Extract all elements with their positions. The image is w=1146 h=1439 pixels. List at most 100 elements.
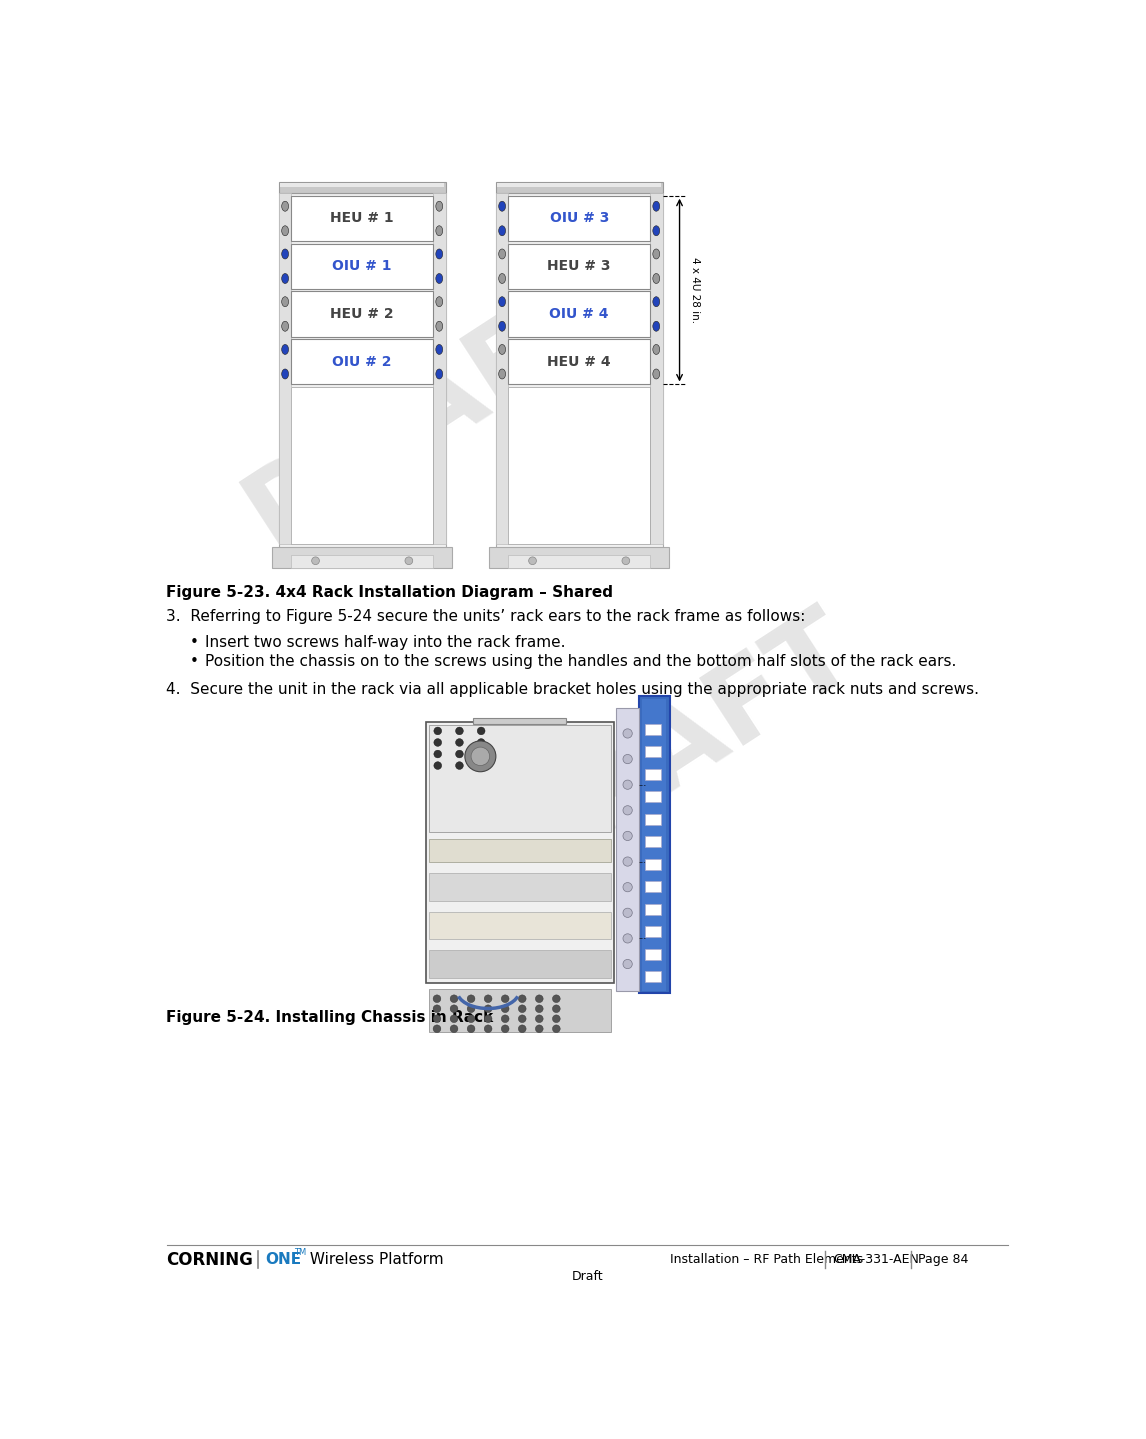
- Bar: [496, 181, 662, 193]
- Circle shape: [485, 1025, 492, 1033]
- Ellipse shape: [499, 226, 505, 236]
- Bar: [430, 725, 611, 832]
- Text: Insert two screws half-way into the rack frame.: Insert two screws half-way into the rack…: [205, 635, 566, 649]
- Circle shape: [434, 750, 441, 758]
- Ellipse shape: [435, 201, 442, 212]
- Text: HEU # 2: HEU # 2: [330, 307, 394, 321]
- Circle shape: [477, 727, 485, 735]
- Ellipse shape: [653, 321, 660, 331]
- Circle shape: [535, 1014, 543, 1023]
- Circle shape: [434, 738, 441, 747]
- Bar: [509, 340, 650, 384]
- Bar: [278, 193, 291, 544]
- Bar: [645, 836, 661, 848]
- Bar: [509, 554, 650, 568]
- Bar: [278, 193, 446, 567]
- Bar: [645, 904, 661, 915]
- Circle shape: [456, 738, 463, 747]
- Circle shape: [623, 728, 633, 738]
- Circle shape: [623, 960, 633, 968]
- Circle shape: [477, 750, 485, 758]
- Bar: [645, 927, 661, 937]
- Circle shape: [468, 994, 474, 1003]
- Circle shape: [450, 994, 458, 1003]
- Circle shape: [622, 557, 629, 564]
- Bar: [278, 181, 446, 193]
- Bar: [430, 839, 611, 862]
- Circle shape: [485, 1004, 492, 1013]
- Bar: [291, 387, 433, 544]
- Bar: [509, 387, 650, 544]
- Circle shape: [528, 557, 536, 564]
- Circle shape: [465, 741, 496, 771]
- Text: HEU # 4: HEU # 4: [548, 355, 611, 368]
- Ellipse shape: [435, 226, 442, 236]
- Bar: [291, 291, 433, 337]
- Circle shape: [450, 1025, 458, 1033]
- Ellipse shape: [435, 344, 442, 354]
- Circle shape: [501, 994, 509, 1003]
- Ellipse shape: [499, 344, 505, 354]
- Ellipse shape: [499, 249, 505, 259]
- Ellipse shape: [435, 296, 442, 307]
- Bar: [645, 768, 661, 780]
- Circle shape: [450, 1014, 458, 1023]
- Circle shape: [518, 1025, 526, 1033]
- Circle shape: [456, 750, 463, 758]
- Text: OIU # 1: OIU # 1: [332, 259, 392, 273]
- Text: •: •: [190, 653, 198, 669]
- Circle shape: [623, 908, 633, 918]
- Ellipse shape: [653, 296, 660, 307]
- Text: HEU # 3: HEU # 3: [548, 259, 611, 273]
- Bar: [509, 196, 650, 242]
- Bar: [430, 912, 611, 940]
- Circle shape: [485, 1014, 492, 1023]
- Bar: [617, 708, 639, 991]
- Bar: [281, 183, 444, 187]
- Bar: [645, 814, 661, 825]
- Text: ONE: ONE: [266, 1252, 301, 1268]
- Bar: [509, 291, 650, 337]
- Text: DRAFT: DRAFT: [466, 591, 873, 908]
- Ellipse shape: [435, 368, 442, 378]
- Circle shape: [501, 1014, 509, 1023]
- Circle shape: [485, 994, 492, 1003]
- Bar: [645, 724, 661, 735]
- Bar: [291, 387, 433, 544]
- Circle shape: [433, 994, 441, 1003]
- Circle shape: [518, 994, 526, 1003]
- Circle shape: [623, 882, 633, 892]
- Bar: [645, 859, 661, 869]
- Ellipse shape: [499, 273, 505, 283]
- Ellipse shape: [435, 249, 442, 259]
- Bar: [650, 193, 662, 544]
- Ellipse shape: [282, 226, 289, 236]
- Text: DRAFT: DRAFT: [227, 253, 634, 570]
- Circle shape: [623, 806, 633, 814]
- Circle shape: [433, 1025, 441, 1033]
- Text: OIU # 2: OIU # 2: [332, 355, 392, 368]
- Bar: [639, 696, 670, 993]
- Circle shape: [623, 754, 633, 764]
- Bar: [430, 950, 611, 979]
- Circle shape: [501, 1004, 509, 1013]
- Circle shape: [312, 557, 320, 564]
- Bar: [496, 193, 662, 567]
- Circle shape: [535, 1004, 543, 1013]
- Circle shape: [471, 747, 489, 766]
- Text: Figure 5-23. 4x4 Rack Installation Diagram – Shared: Figure 5-23. 4x4 Rack Installation Diagr…: [166, 584, 613, 600]
- Ellipse shape: [653, 344, 660, 354]
- Bar: [291, 554, 433, 568]
- Circle shape: [518, 1014, 526, 1023]
- Circle shape: [456, 761, 463, 770]
- Bar: [645, 791, 661, 802]
- Text: Figure 5-24. Installing Chassis in Rack: Figure 5-24. Installing Chassis in Rack: [166, 1010, 494, 1026]
- Bar: [273, 547, 453, 568]
- Circle shape: [456, 727, 463, 735]
- Ellipse shape: [435, 273, 442, 283]
- Text: CORNING: CORNING: [166, 1250, 253, 1269]
- Ellipse shape: [653, 201, 660, 212]
- Text: HEU # 1: HEU # 1: [330, 212, 394, 226]
- Circle shape: [535, 994, 543, 1003]
- Circle shape: [468, 1004, 474, 1013]
